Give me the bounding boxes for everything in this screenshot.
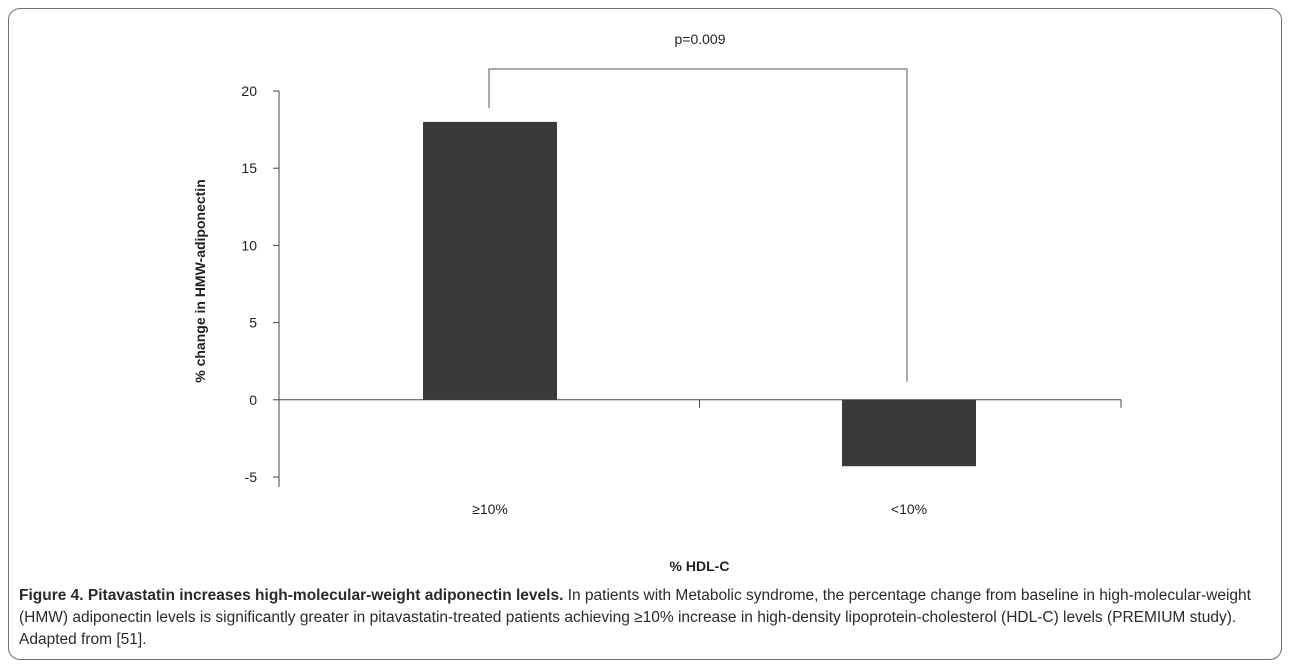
y-tick-label: -5 [245, 469, 258, 485]
bar-chart: -5 0 5 10 15 20 ≥10% <10% p=0.009 % change in HMW… [192, 31, 1122, 574]
y-tick-label: 0 [249, 392, 257, 408]
y-tick-label: 15 [241, 160, 257, 176]
y-axis-title: % change in HMW-adiponectin [192, 179, 208, 383]
significance-bracket [488, 68, 908, 382]
y-tick-label: 20 [241, 83, 257, 99]
x-category-label: <10% [891, 501, 927, 517]
bar-1 [423, 121, 557, 400]
significance-label: p=0.009 [675, 31, 726, 47]
x-axis-title: % HDL-C [670, 558, 730, 574]
figure-caption: Figure 4. Pitavastatin increases high-mo… [19, 585, 1269, 651]
figure-caption-body: In patients with Metabolic syndrome, the… [19, 587, 1251, 648]
figure-caption-title: Figure 4. Pitavastatin increases high-mo… [19, 587, 564, 604]
bar-2 [842, 399, 976, 467]
y-tick-label: 5 [249, 315, 257, 331]
figure-frame: -5 0 5 10 15 20 ≥10% <10% p=0.009 % change in HMW… [8, 8, 1282, 660]
x-category-label: ≥10% [472, 501, 508, 517]
y-tick-label: 10 [241, 237, 257, 253]
